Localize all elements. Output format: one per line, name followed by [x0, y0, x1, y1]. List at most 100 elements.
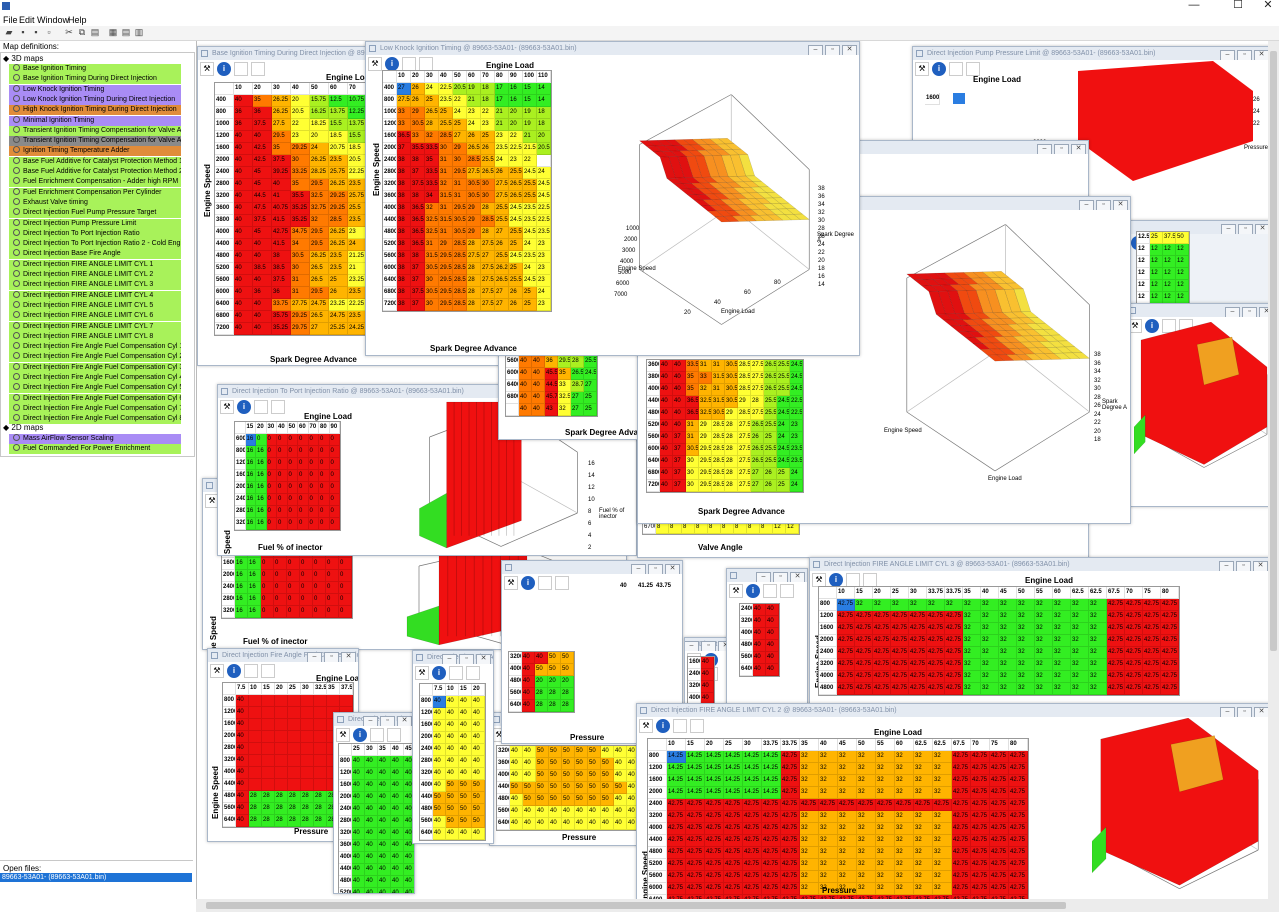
- table-cell[interactable]: 40: [236, 791, 249, 803]
- maximize-icon[interactable]: ▫: [1237, 707, 1252, 717]
- table-cell[interactable]: 40: [236, 719, 249, 731]
- table-cell[interactable]: 42.75: [1125, 659, 1143, 671]
- table-cell[interactable]: 40: [601, 746, 614, 758]
- table-cell[interactable]: 0: [329, 482, 340, 494]
- table-cell[interactable]: 40: [352, 828, 365, 840]
- table-cell[interactable]: 42.75: [855, 671, 873, 683]
- table-cell[interactable]: 42.75: [990, 871, 1009, 883]
- table-cell[interactable]: 42.75: [800, 895, 819, 900]
- table-cell[interactable]: 40: [660, 360, 673, 372]
- table-cell[interactable]: 42.75: [1125, 599, 1143, 611]
- table-cell[interactable]: 42.75: [855, 611, 873, 623]
- table-cell[interactable]: 16: [245, 518, 256, 530]
- table-cell[interactable]: 40: [433, 708, 446, 720]
- table-cell[interactable]: 14.25: [686, 775, 705, 787]
- table-cell[interactable]: 40: [391, 840, 404, 852]
- table-cell[interactable]: 29.5: [558, 356, 571, 368]
- table-cell[interactable]: 24: [777, 420, 790, 432]
- table-cell[interactable]: 40: [391, 804, 404, 816]
- table-cell[interactable]: 42.75: [990, 895, 1009, 900]
- table-cell[interactable]: 50: [575, 794, 588, 806]
- table-cell[interactable]: 40: [472, 828, 485, 840]
- table-cell[interactable]: 42.75: [971, 811, 990, 823]
- tools-icon[interactable]: ⚒: [812, 573, 826, 587]
- table-cell[interactable]: 0: [313, 582, 326, 594]
- table-cell[interactable]: 40: [446, 744, 459, 756]
- minimize-icon[interactable]: —: [1188, 0, 1200, 11]
- table-cell[interactable]: 25: [777, 480, 790, 492]
- table-cell[interactable]: 42.75: [927, 659, 945, 671]
- table-cell[interactable]: 29.5: [453, 167, 467, 179]
- tree-item-3d-32[interactable]: Direct Injection Fire Angle Fuel Compens…: [9, 383, 181, 394]
- table-cell[interactable]: 42.75: [667, 847, 686, 859]
- table-cell[interactable]: 23: [481, 119, 495, 131]
- table-cell[interactable]: 32: [857, 763, 876, 775]
- table-cell[interactable]: 40: [519, 368, 532, 380]
- table-cell[interactable]: 21: [495, 107, 509, 119]
- table-cell[interactable]: 27.5: [272, 119, 291, 131]
- table-cell[interactable]: 50: [588, 794, 601, 806]
- table-cell[interactable]: 26.5: [751, 456, 764, 468]
- table-cell[interactable]: 40: [234, 167, 253, 179]
- table-cell[interactable]: 0: [298, 518, 309, 530]
- table-cell[interactable]: 35: [272, 143, 291, 155]
- table-cell[interactable]: 42.75: [945, 647, 963, 659]
- tile-vertical-icon[interactable]: ▥: [134, 27, 144, 37]
- table-cell[interactable]: 32: [927, 599, 945, 611]
- table-cell[interactable]: 40: [673, 384, 686, 396]
- menu-edit[interactable]: Edit: [19, 15, 35, 25]
- table-cell[interactable]: 12: [1176, 280, 1189, 292]
- table-cell[interactable]: 32: [876, 859, 895, 871]
- table-cell[interactable]: 42.75: [837, 599, 855, 611]
- table-cell[interactable]: 45: [253, 179, 272, 191]
- table-cell[interactable]: 42.75: [909, 683, 927, 695]
- table-cell[interactable]: 42.75: [1143, 635, 1161, 647]
- table-cell[interactable]: 0: [298, 434, 309, 446]
- table-cell[interactable]: 26.25: [310, 251, 329, 263]
- table-cell[interactable]: 42.75: [1009, 895, 1028, 900]
- table-cell[interactable]: 29: [738, 396, 751, 408]
- table-cell[interactable]: 42.75: [971, 775, 990, 787]
- table-cell[interactable]: 30: [425, 299, 439, 311]
- table-cell[interactable]: 32: [838, 763, 857, 775]
- table-cell[interactable]: 0: [287, 494, 298, 506]
- table-cell[interactable]: 42.75: [971, 799, 990, 811]
- page-icon[interactable]: [966, 62, 980, 76]
- table-cell[interactable]: 40: [766, 604, 779, 616]
- table-cell[interactable]: 32: [425, 203, 439, 215]
- table-cell[interactable]: 15: [523, 83, 537, 95]
- table-cell[interactable]: 32: [800, 811, 819, 823]
- table-cell[interactable]: 40: [472, 720, 485, 732]
- table-cell[interactable]: 42.75: [781, 751, 800, 763]
- table-cell[interactable]: 16: [248, 570, 261, 582]
- table-cell[interactable]: 26.5: [764, 384, 777, 396]
- table-cell[interactable]: 24.5: [523, 275, 537, 287]
- table-cell[interactable]: 40: [365, 804, 378, 816]
- table-cell[interactable]: 31.5: [439, 215, 453, 227]
- data-table[interactable]: 10 15 20 25 30 33.75 33.75 35 40 45 50 55 60 62.5 62.5…: [818, 586, 1180, 696]
- table-cell[interactable]: [314, 695, 327, 707]
- table-cell[interactable]: 0: [261, 558, 274, 570]
- table-cell[interactable]: 30.5: [453, 227, 467, 239]
- table-cell[interactable]: 42.75: [1125, 635, 1143, 647]
- table-cell[interactable]: 18: [537, 119, 551, 131]
- table-cell[interactable]: 14.25: [705, 787, 724, 799]
- table-cell[interactable]: 40: [234, 323, 253, 335]
- table-cell[interactable]: [314, 731, 327, 743]
- table-cell[interactable]: 38: [272, 251, 291, 263]
- table-cell[interactable]: 32: [857, 847, 876, 859]
- table-cell[interactable]: 12: [1150, 244, 1163, 256]
- table-cell[interactable]: 26: [764, 480, 777, 492]
- table-cell[interactable]: [301, 731, 314, 743]
- table-cell[interactable]: 42.75: [952, 835, 971, 847]
- table-cell[interactable]: 0: [298, 482, 309, 494]
- map-window-fuelcomp3[interactable]: Direct Injection Fire A–▫✕⚒i253035404580…: [333, 712, 415, 894]
- data-table[interactable]: 67008888888881212: [642, 521, 800, 535]
- table-cell[interactable]: 28.5: [712, 444, 725, 456]
- table-cell[interactable]: 29: [467, 203, 481, 215]
- table-cell[interactable]: 40: [588, 806, 601, 818]
- table-cell[interactable]: 29: [699, 432, 712, 444]
- table-cell[interactable]: 0: [326, 582, 339, 594]
- table-cell[interactable]: 40: [404, 756, 414, 768]
- table-cell[interactable]: 40: [433, 816, 446, 828]
